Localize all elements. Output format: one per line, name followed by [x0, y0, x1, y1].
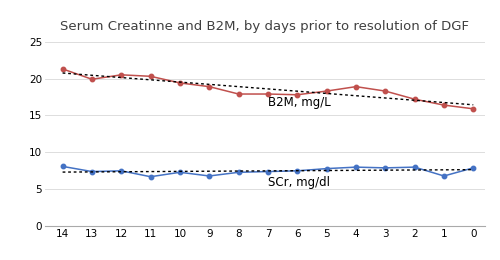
Text: SCr, mg/dl: SCr, mg/dl	[268, 176, 330, 188]
Text: B2M, mg/L: B2M, mg/L	[268, 96, 330, 109]
Title: Serum Creatinne and B2M, by days prior to resolution of DGF: Serum Creatinne and B2M, by days prior t…	[60, 21, 470, 34]
